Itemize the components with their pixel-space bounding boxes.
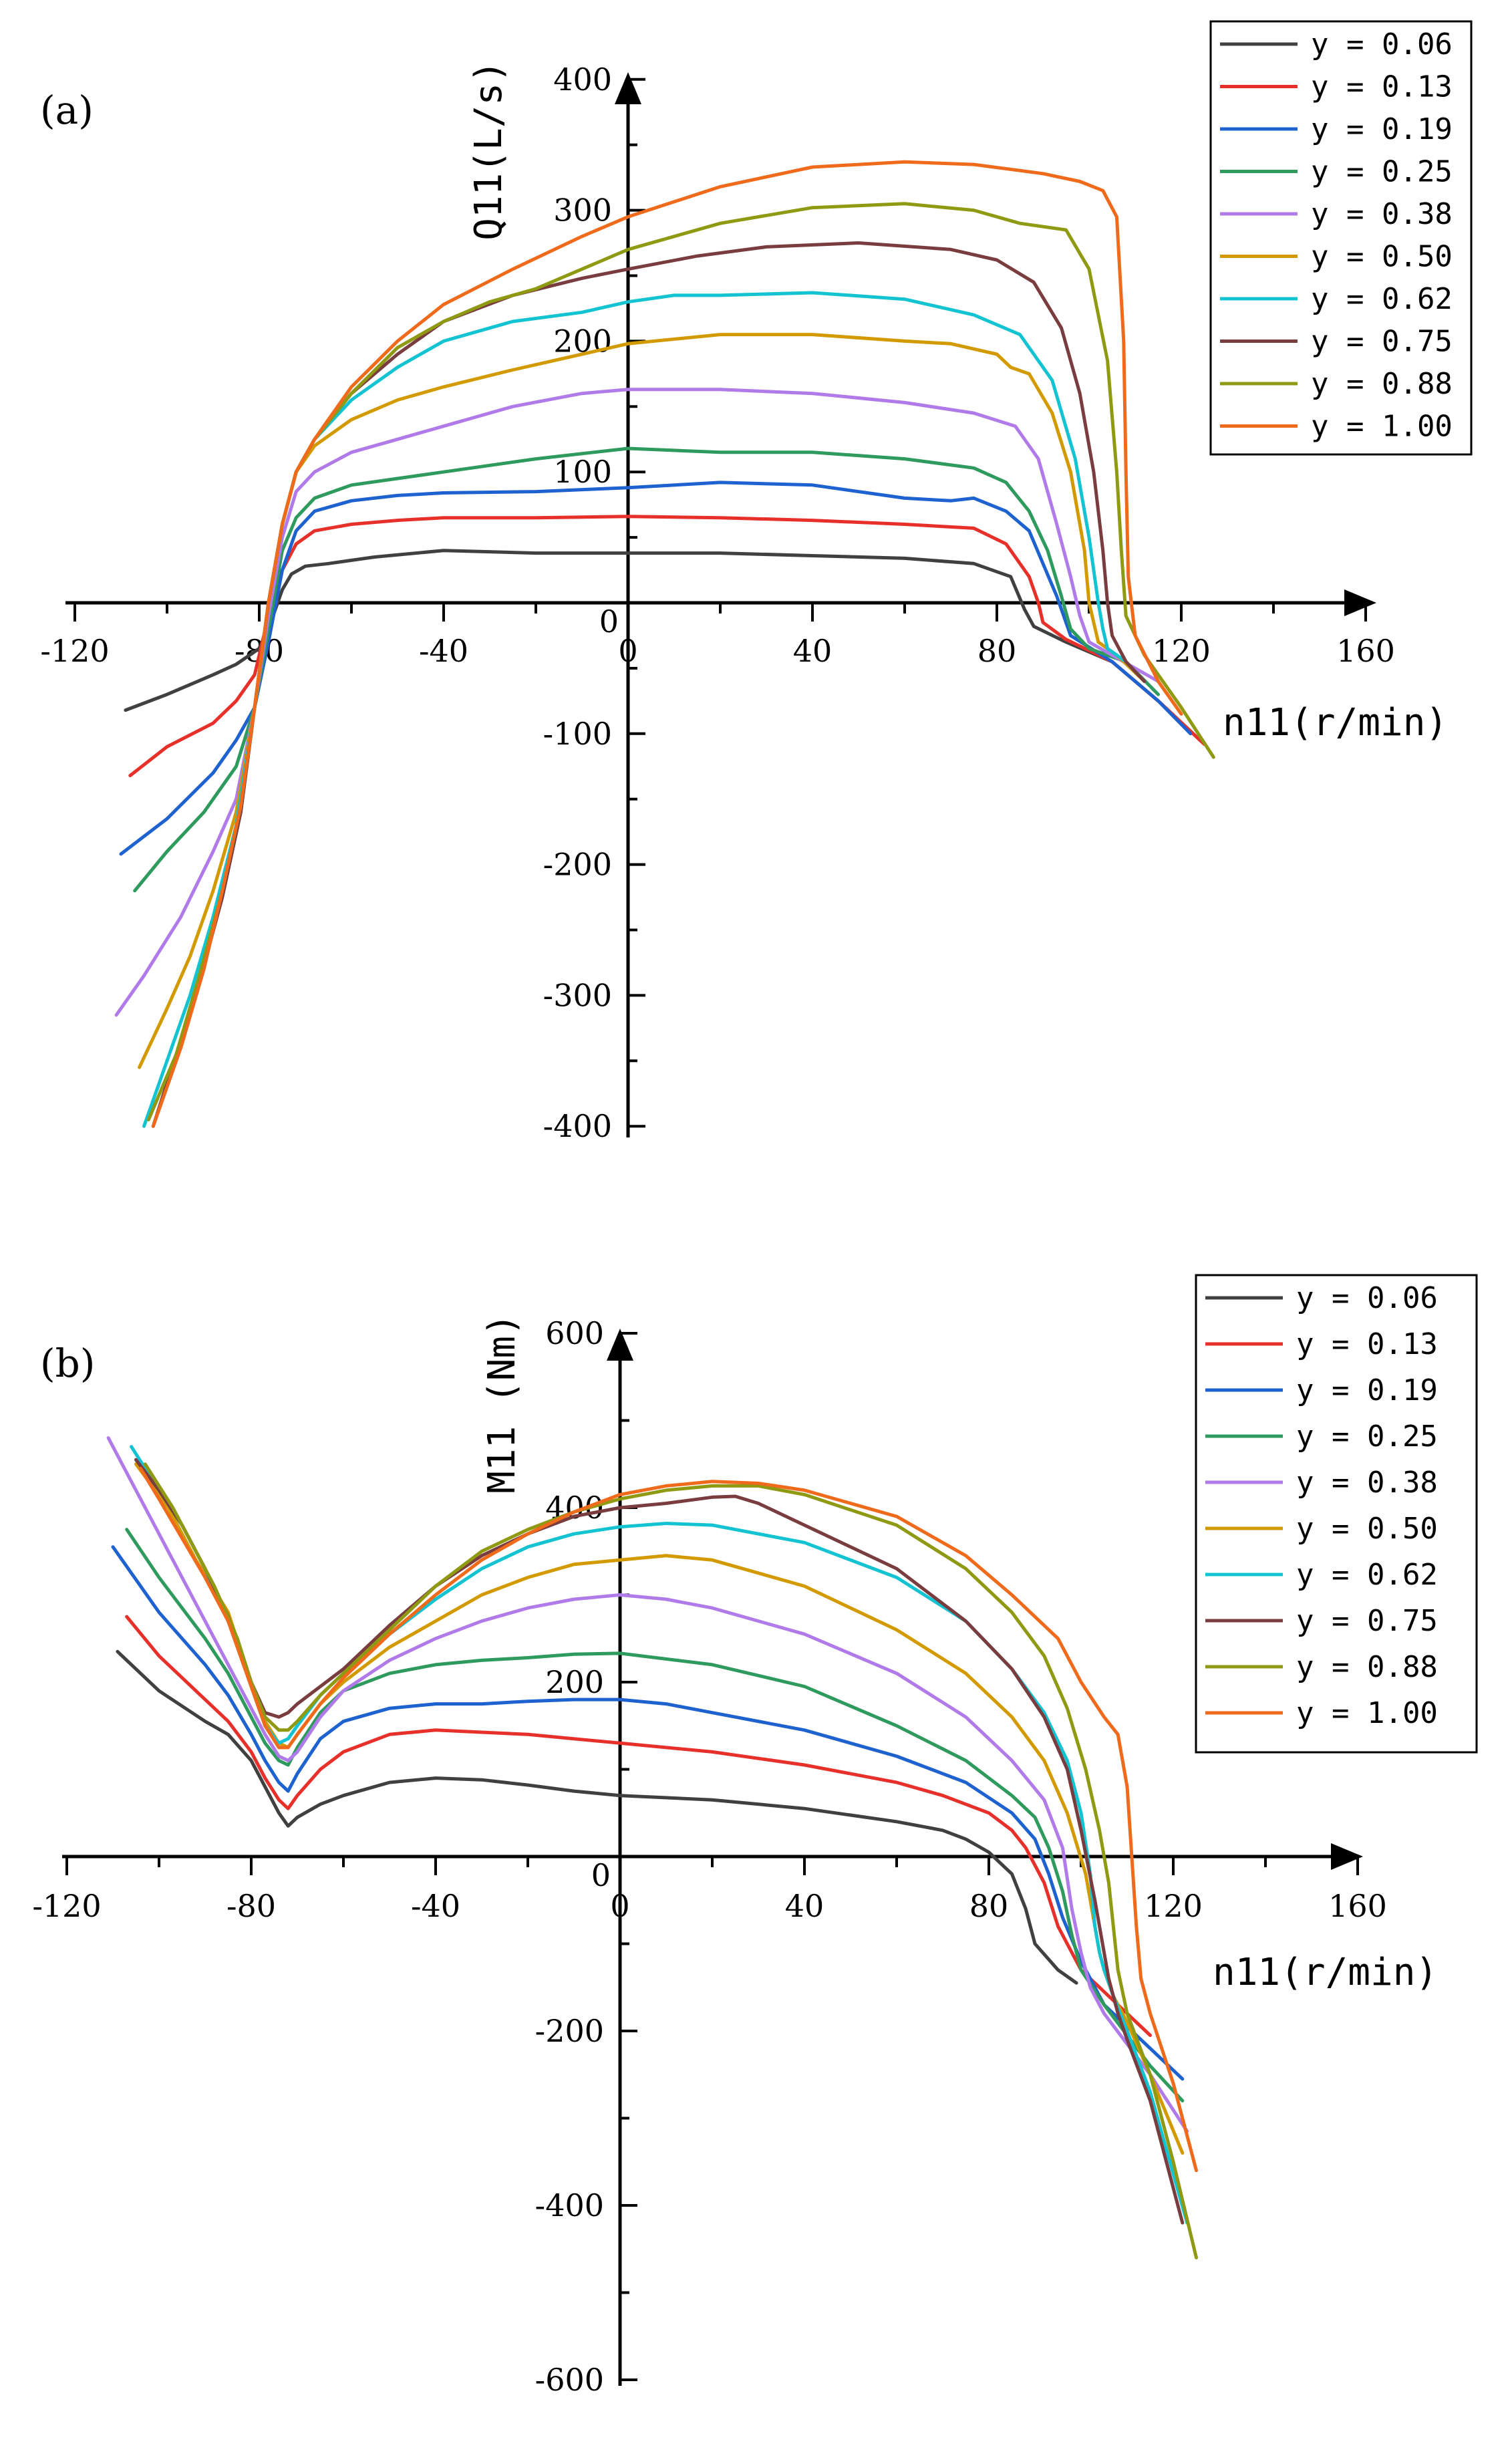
x-tick-label: 0 xyxy=(610,1888,629,1924)
panel-b-m11-chart: -120 -80 -40 40 80 120 16000-600-400-200200400… xyxy=(32,1274,1478,2398)
series-line xyxy=(111,1545,1185,2081)
legend-entry-label: y = 0.50 xyxy=(1311,240,1453,274)
y-axis-arrow xyxy=(607,1329,633,1361)
x-tick-label: -80 xyxy=(226,1888,276,1924)
legend-box xyxy=(1195,1274,1478,1754)
legend-entry-label: y = 1.00 xyxy=(1296,1696,1438,1730)
series-line xyxy=(146,202,1215,1121)
series-line xyxy=(151,160,1183,1128)
x-axis-arrow xyxy=(1344,589,1376,616)
legend-entry-label: y = 0.19 xyxy=(1296,1373,1438,1407)
y-tick-label: 200 xyxy=(545,1664,604,1700)
y-tick-label: -200 xyxy=(535,2013,604,2049)
legend-entry-label: y = 0.75 xyxy=(1311,325,1453,359)
series-line xyxy=(124,549,1206,746)
legend-entry-label: y = 0.13 xyxy=(1311,70,1453,104)
legend-entry-label: y = 0.38 xyxy=(1311,197,1453,231)
y-tick-label: 100 xyxy=(553,454,612,490)
series-line xyxy=(142,291,1147,1128)
y-tick-label: -400 xyxy=(535,2187,604,2223)
legend-entry-label: y = 1.00 xyxy=(1311,410,1453,444)
legend-entry-label: y = 0.13 xyxy=(1296,1327,1438,1361)
legend-entry-label: y = 0.25 xyxy=(1311,155,1453,189)
panel-a-q11-chart: -120 -80 -40 40 80 120 16000-400-300-200-10010… xyxy=(40,20,1473,1144)
x-tick-label: 40 xyxy=(785,1888,824,1924)
legend-entry-label: y = 0.88 xyxy=(1311,367,1453,401)
x-tick-label: -40 xyxy=(419,633,468,669)
x-axis-title: n11(r/min) xyxy=(1213,1951,1438,1994)
panel-label: (a) xyxy=(40,88,94,133)
y-tick-label: -100 xyxy=(543,716,612,752)
x-tick-label: 160 xyxy=(1328,1888,1387,1924)
x-tick-label: -120 xyxy=(32,1888,101,1924)
y-tick-label: -600 xyxy=(535,2362,604,2398)
legend-entry-label: y = 0.62 xyxy=(1311,282,1453,316)
legend-entry-label: y = 0.75 xyxy=(1296,1604,1438,1638)
x-tick-label: -40 xyxy=(411,1888,460,1924)
x-tick-label: 80 xyxy=(977,633,1017,669)
y-axis-arrow xyxy=(615,72,641,104)
x-tick-label: 120 xyxy=(1152,633,1211,669)
x-tick-label: 80 xyxy=(969,1888,1009,1924)
x-tick-label: 120 xyxy=(1144,1888,1203,1924)
x-tick-label: 0 xyxy=(618,633,637,669)
series-line xyxy=(114,388,1160,1017)
series-line xyxy=(134,1458,1185,2225)
legend-entry-label: y = 0.06 xyxy=(1296,1281,1438,1315)
x-tick-label: -120 xyxy=(40,633,109,669)
y-tick-label: 600 xyxy=(545,1315,604,1351)
series-line xyxy=(138,333,1147,1069)
y-tick-label: 300 xyxy=(553,192,612,229)
y-tick-label: -200 xyxy=(543,847,612,883)
legend-entry-label: y = 0.38 xyxy=(1296,1466,1438,1500)
y-tick-label: -300 xyxy=(543,977,612,1013)
series-line xyxy=(125,1528,1185,2102)
x-tick-label: 160 xyxy=(1336,633,1395,669)
legend-entry-label: y = 0.62 xyxy=(1296,1558,1438,1592)
series-line xyxy=(128,515,1206,777)
series-line xyxy=(138,1466,1198,2173)
y-tick-label: 400 xyxy=(553,61,612,98)
origin-label: 0 xyxy=(591,1857,611,1893)
legend-entry-label: y = 0.50 xyxy=(1296,1512,1438,1546)
origin-label: 0 xyxy=(599,603,619,640)
panel-label: (b) xyxy=(40,1341,95,1386)
series-line xyxy=(143,1462,1198,2260)
x-tick-label: 40 xyxy=(793,633,833,669)
x-axis-arrow xyxy=(1331,1843,1363,1870)
series-line xyxy=(130,1445,1189,2225)
y-axis-title: Q11(L/s) xyxy=(467,60,510,241)
series-line xyxy=(125,1615,1152,2037)
series-line xyxy=(106,1436,1189,2133)
series-line xyxy=(151,241,1147,1128)
legend-entry-label: y = 0.88 xyxy=(1296,1650,1438,1684)
y-axis-title: M11 (Nm) xyxy=(480,1313,524,1494)
legend-entry-label: y = 0.06 xyxy=(1311,27,1453,61)
series-line xyxy=(116,1649,1078,1985)
y-tick-label: -400 xyxy=(543,1108,612,1144)
legend-entry-label: y = 0.19 xyxy=(1311,112,1453,146)
x-axis-title: n11(r/min) xyxy=(1223,701,1448,744)
legend-entry-label: y = 0.25 xyxy=(1296,1419,1438,1454)
